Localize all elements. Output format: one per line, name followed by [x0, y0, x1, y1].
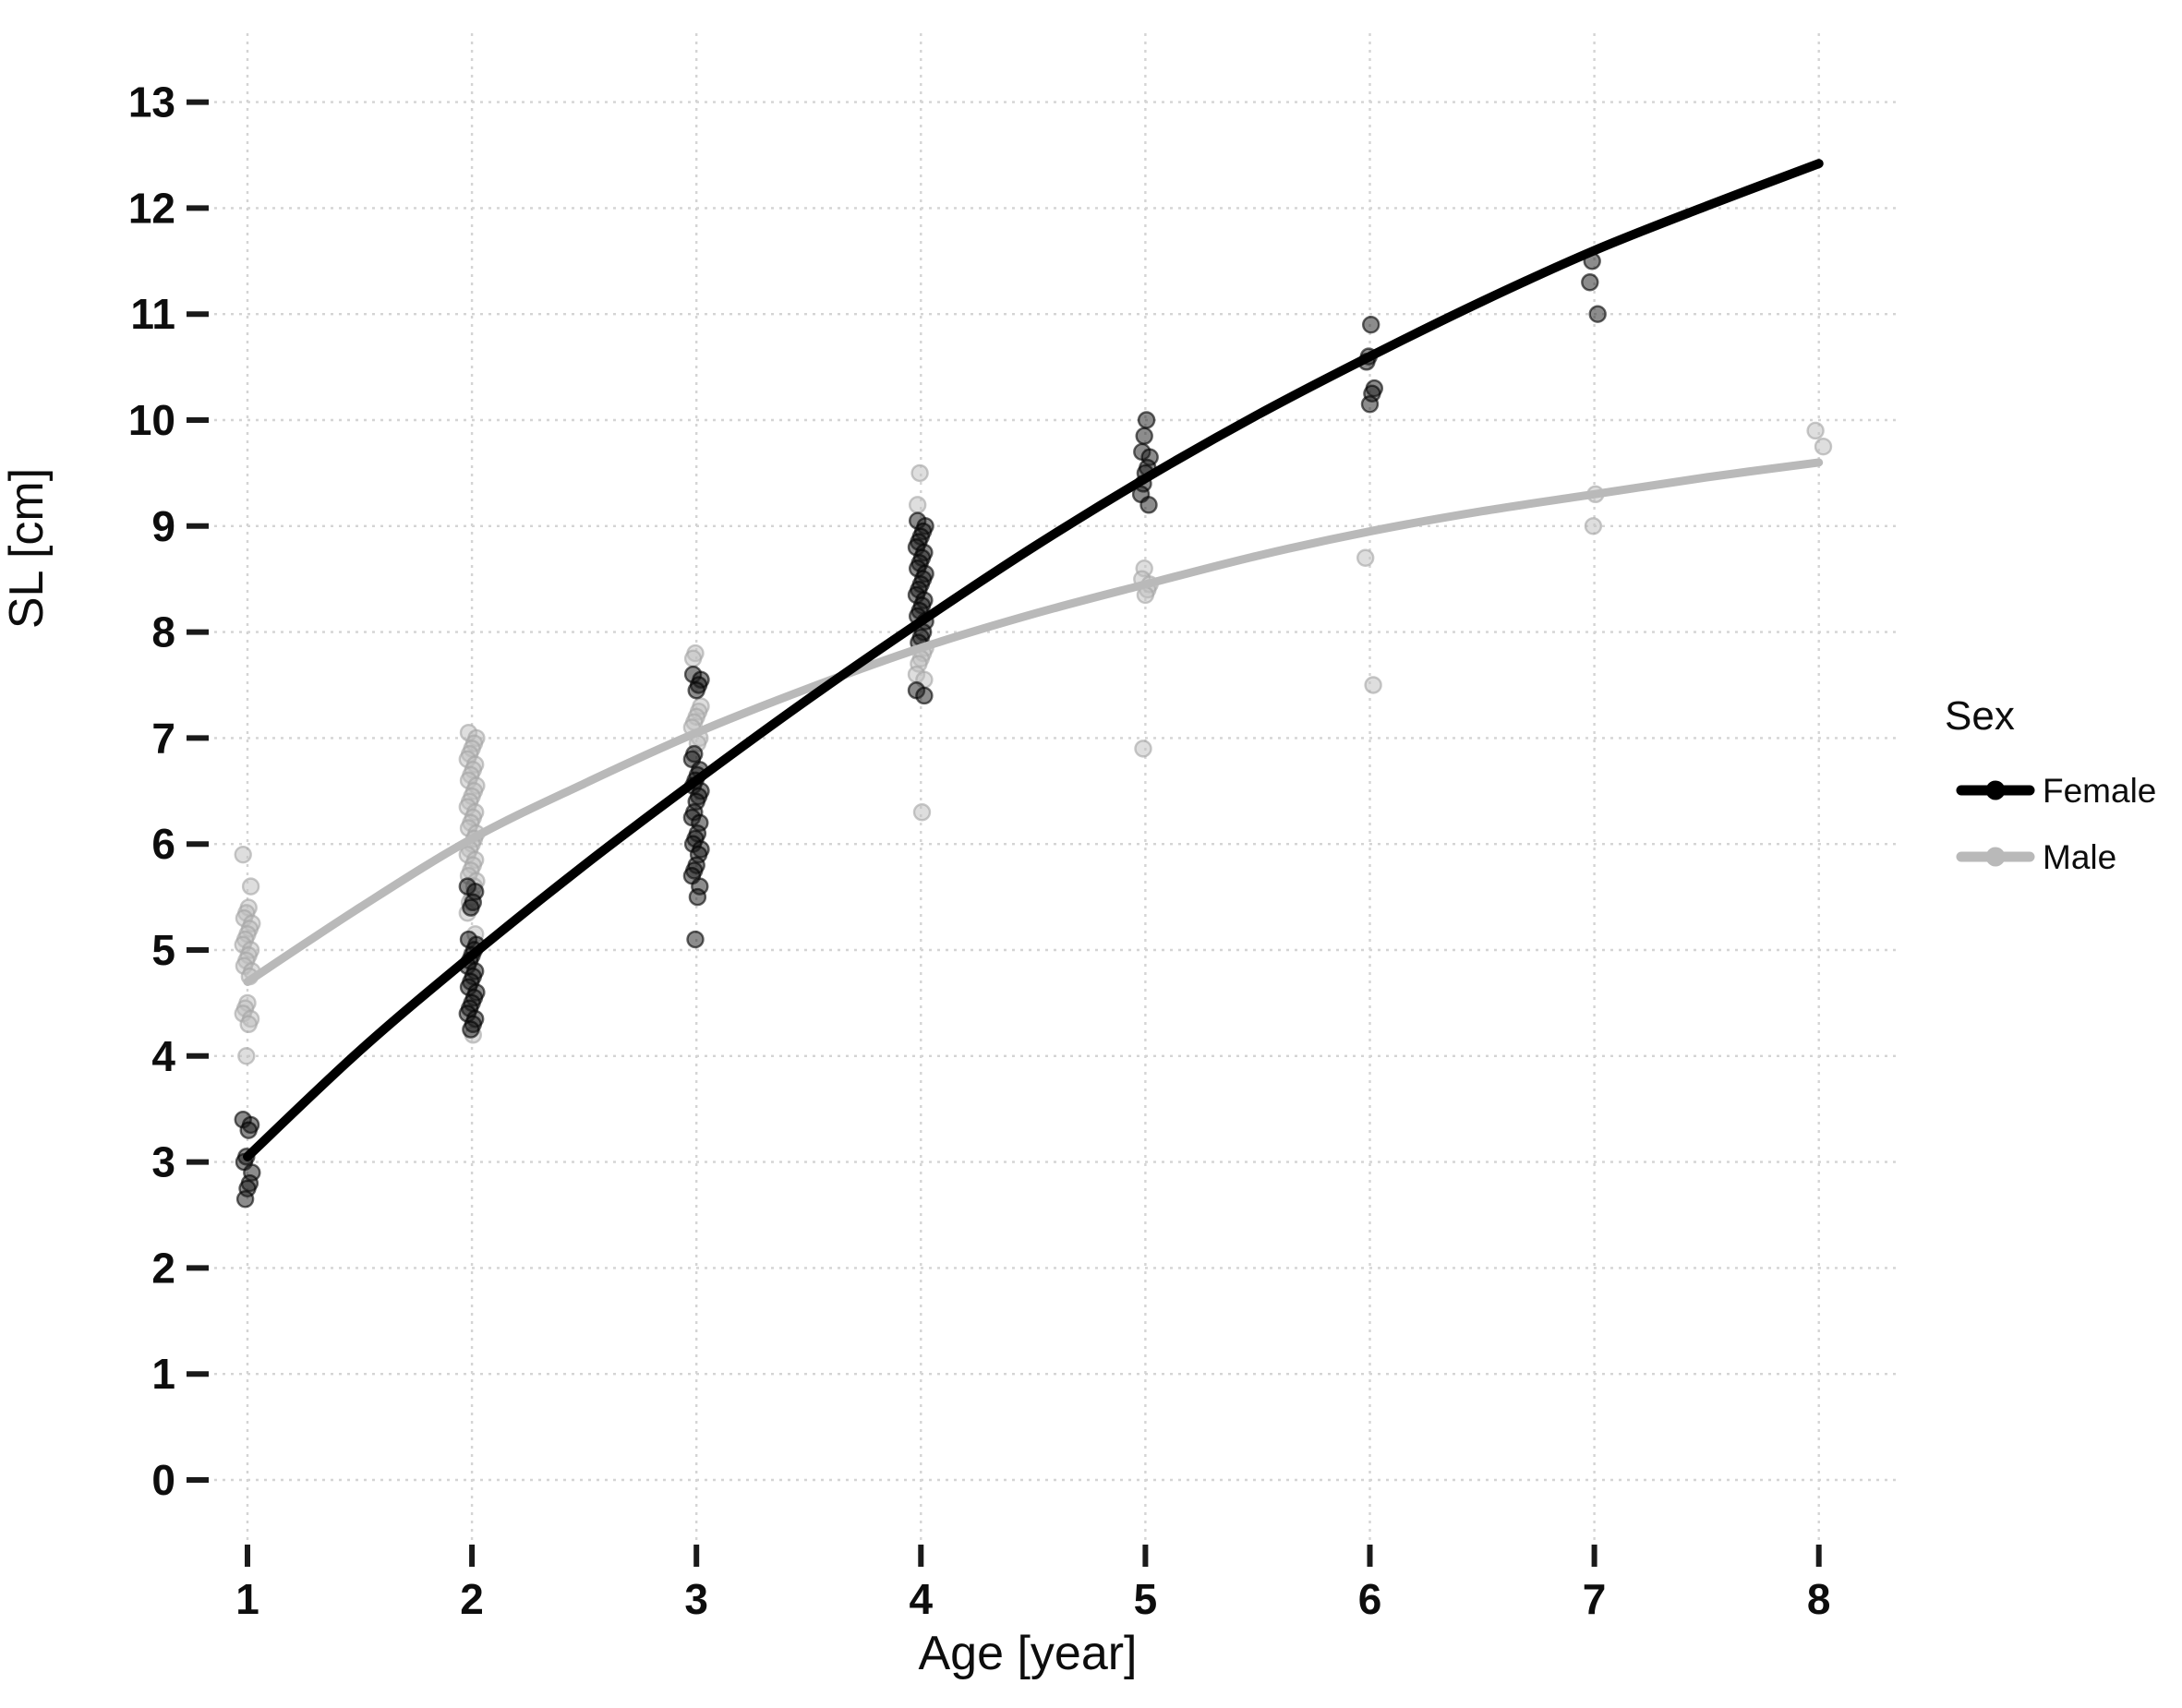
- y-tick-label-7: 7: [151, 714, 175, 762]
- x-tick-label-3: 3: [684, 1575, 708, 1623]
- female-key-point: [1985, 780, 2006, 800]
- male-point: [910, 463, 929, 483]
- male-key-point: [1985, 847, 2006, 867]
- y-tick-label-1: 1: [151, 1350, 175, 1398]
- axis-tick-marks: [187, 99, 1822, 1567]
- male-point: [909, 496, 927, 514]
- y-tick-label-0: 0: [151, 1456, 175, 1504]
- y-tick-label-12: 12: [128, 184, 175, 232]
- y-tick-label-11: 11: [130, 290, 175, 338]
- male-point: [912, 803, 932, 822]
- female-point: [1135, 427, 1153, 445]
- female-point: [1360, 395, 1380, 414]
- female-point: [686, 930, 705, 949]
- y-tick-label-2: 2: [151, 1244, 175, 1292]
- gridlines: [214, 33, 1901, 1543]
- y-axis-title: SL [cm]: [0, 468, 54, 629]
- x-tick-label-1: 1: [235, 1575, 259, 1623]
- female-point: [915, 686, 934, 705]
- male-point: [1356, 548, 1375, 567]
- male-point: [1134, 740, 1152, 758]
- y-tick-label-5: 5: [151, 926, 175, 974]
- male-point: [683, 649, 703, 668]
- female-point: [239, 1121, 258, 1139]
- female-point: [1588, 305, 1607, 323]
- female-point: [1137, 411, 1156, 429]
- x-tick-label-8: 8: [1807, 1575, 1831, 1623]
- male-point: [241, 877, 260, 896]
- male-point: [234, 845, 252, 864]
- male-point: [237, 1047, 256, 1065]
- legend-entry-male: Male: [1956, 838, 2116, 876]
- female-point: [462, 1020, 480, 1039]
- y-tick-label-4: 4: [151, 1032, 175, 1080]
- x-tick-label-6: 6: [1358, 1575, 1382, 1623]
- x-tick-label-2: 2: [460, 1575, 484, 1623]
- y-tick-label-13: 13: [128, 78, 175, 126]
- scatter-points: [234, 252, 1833, 1209]
- male-point: [1584, 517, 1603, 535]
- legend: Sex Female Male: [1945, 693, 2156, 876]
- female-point: [688, 887, 707, 907]
- y-tick-label-8: 8: [151, 608, 175, 656]
- female-point: [687, 681, 705, 700]
- y-tick-label-10: 10: [128, 396, 175, 444]
- female-growth-curve: [243, 159, 1824, 1161]
- x-tick-label-5: 5: [1134, 1575, 1158, 1623]
- y-tick-label-6: 6: [151, 820, 175, 868]
- y-tick-label-3: 3: [151, 1138, 175, 1186]
- x-axis-title: Age [year]: [918, 1627, 1137, 1680]
- legend-title: Sex: [1945, 693, 2015, 739]
- female-point: [462, 898, 480, 917]
- male-point: [1806, 421, 1825, 440]
- legend-entry-female: Female: [1956, 772, 2156, 810]
- growth-fit-curves: [243, 159, 1824, 1161]
- x-tick-label-4: 4: [910, 1575, 934, 1623]
- female-legend-label: Female: [2043, 772, 2156, 810]
- y-tick-label-9: 9: [151, 502, 175, 550]
- female-point: [1139, 496, 1158, 514]
- female-point: [1361, 315, 1380, 334]
- female-point: [235, 1190, 255, 1209]
- male-legend-label: Male: [2043, 838, 2116, 876]
- male-point: [1364, 676, 1382, 694]
- male-growth-curve: [243, 458, 1824, 986]
- x-tick-label-7: 7: [1583, 1575, 1607, 1623]
- male-point: [1814, 438, 1833, 456]
- male-point: [239, 1015, 258, 1034]
- female-point: [1581, 273, 1599, 292]
